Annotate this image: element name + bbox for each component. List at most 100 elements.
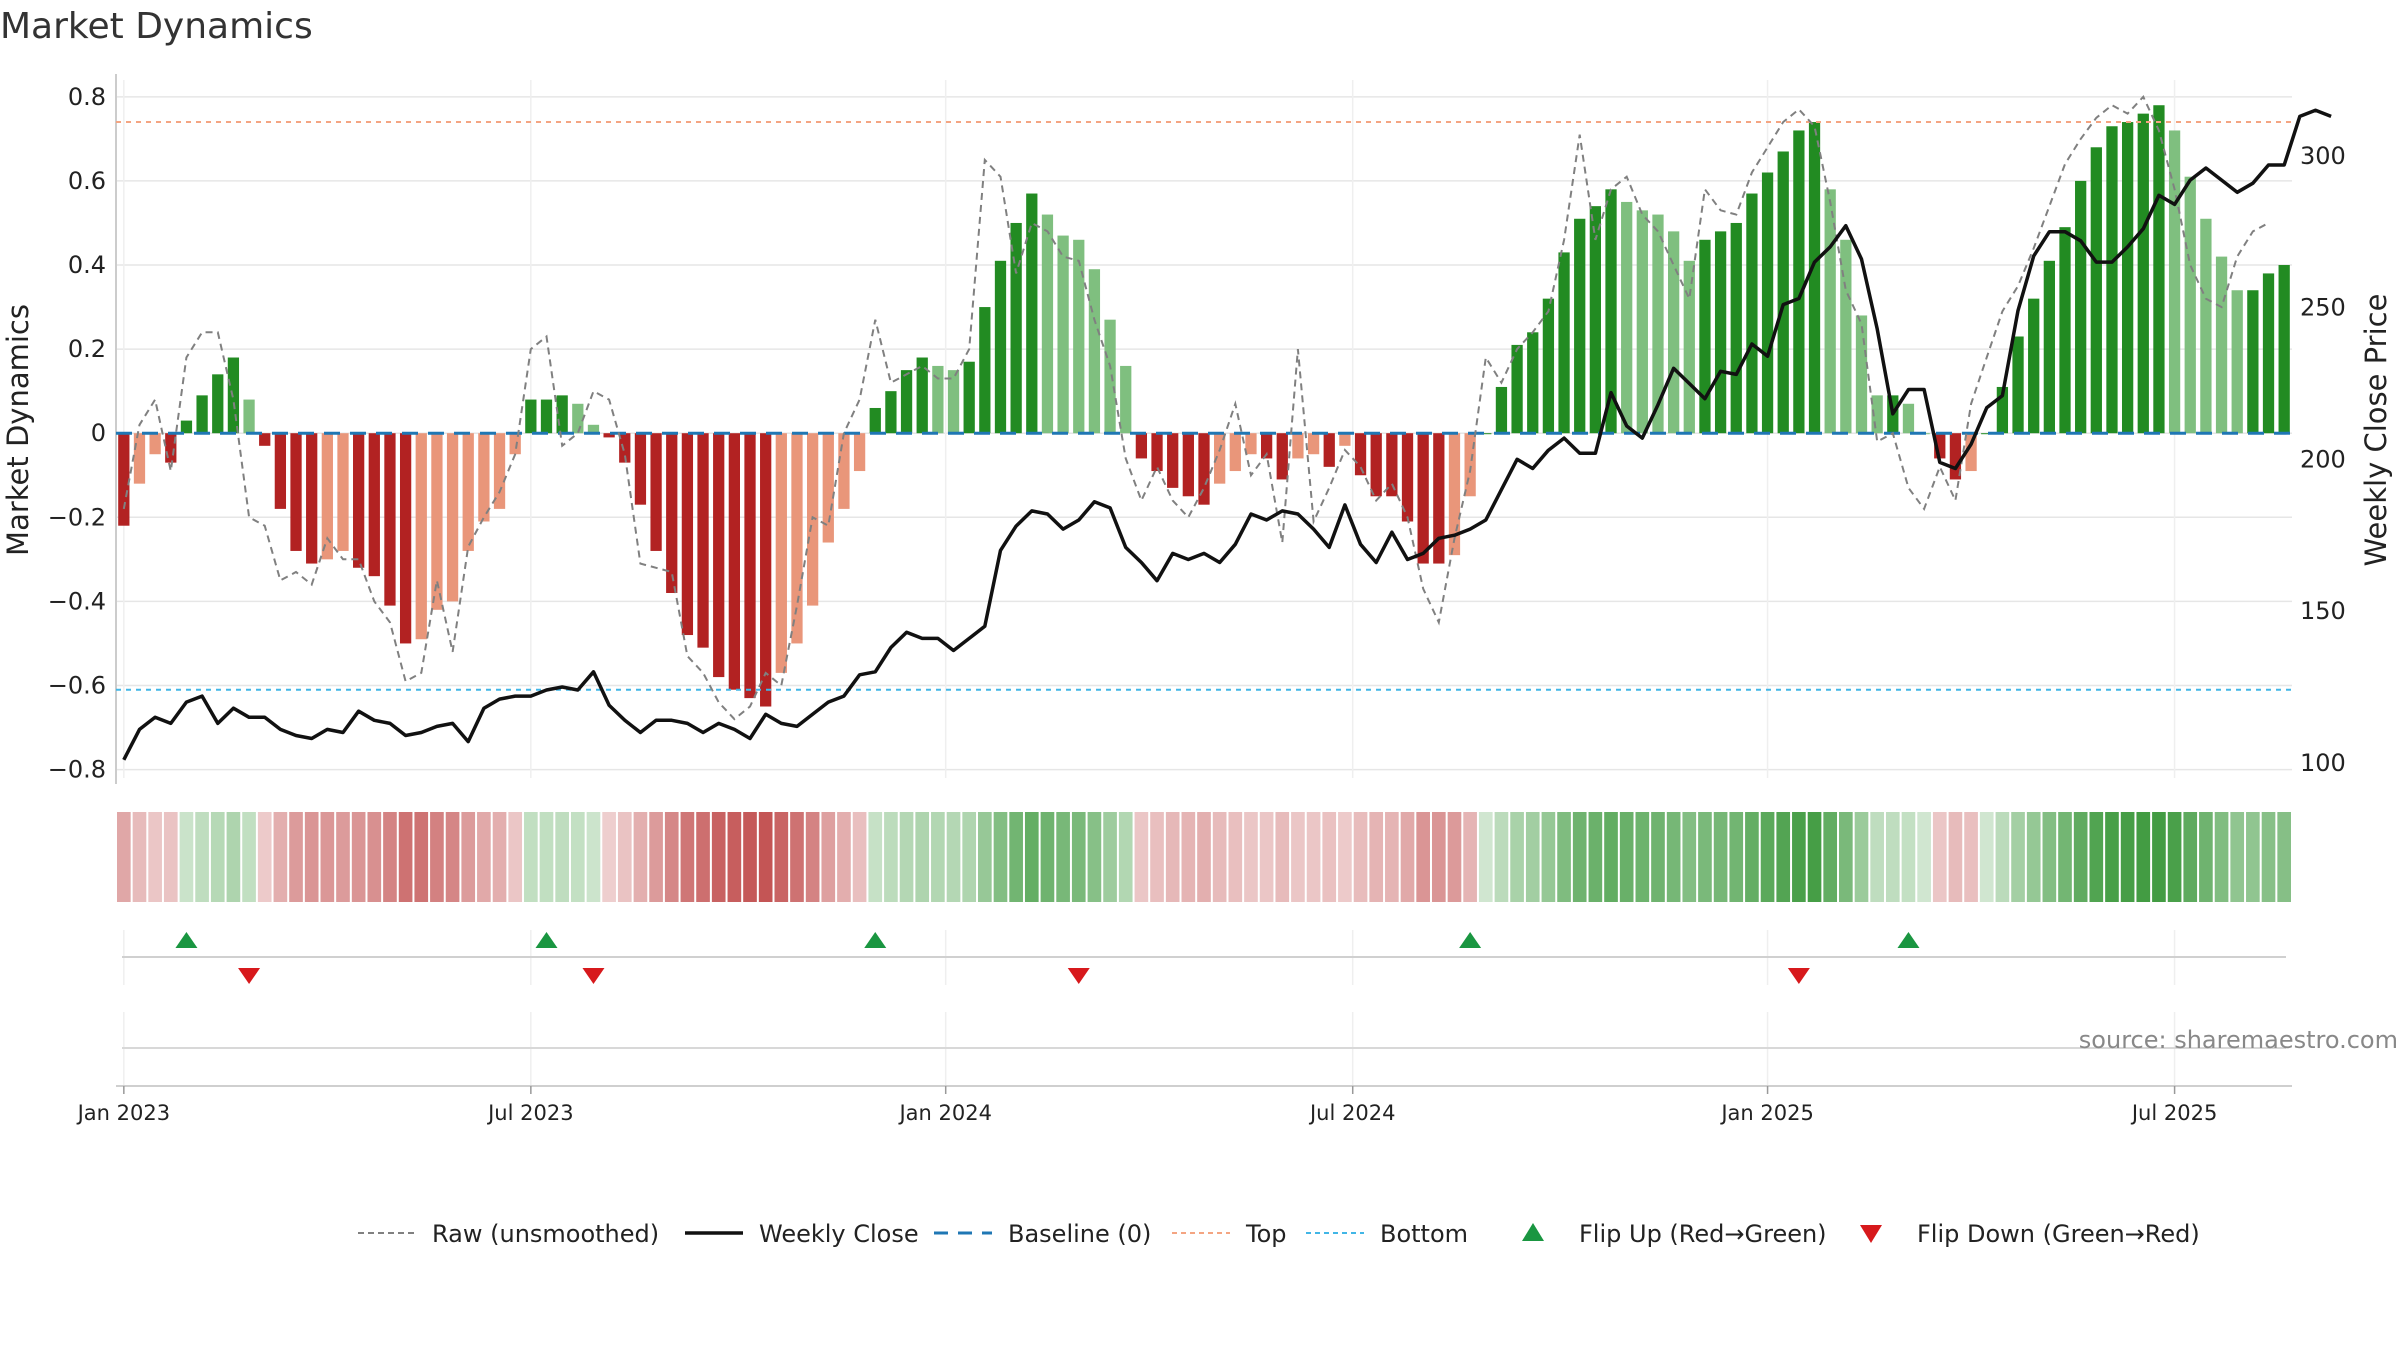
legend-label: Raw (unsmoothed) [432,1220,659,1248]
heat-cell [1431,812,1446,902]
dynamics-bar [2200,218,2212,434]
y-tick-label: −0.8 [48,756,106,784]
dynamics-bar [384,433,396,606]
heat-cell [1995,812,2010,902]
heat-cell [1525,812,1540,902]
dynamics-bar [1057,235,1069,434]
dynamics-bar [1245,433,1257,455]
heat-cell [1197,812,1211,902]
dynamics-bar [306,433,318,564]
y-tick-label: −0.4 [48,587,106,615]
heat-cell [336,812,350,902]
chart-title: Market Dynamics [0,6,313,47]
y2-tick-label: 200 [2300,445,2346,473]
heat-cell [1009,812,1023,902]
heat-cell [445,812,460,902]
heat-cell [304,812,319,902]
y-axis-label: Market Dynamics [1,304,35,556]
heat-cell [1666,812,1681,902]
heat-cell [1369,812,1384,902]
flip-up-marker [864,932,887,948]
heat-cell [179,812,194,902]
y2-tick-label: 150 [2300,597,2346,625]
heat-cell [539,812,554,902]
x-tick-label: Jul 2024 [1308,1101,1395,1125]
dynamics-bar [1777,151,1789,434]
dynamics-bar [1542,298,1555,434]
dynamics-bar [1386,433,1398,497]
dynamics-bar [1433,433,1445,564]
dynamics-bar [587,424,600,434]
flip-markers-panel [122,930,2286,985]
heat-cell [899,812,914,902]
heat-cell [649,812,663,902]
heat-cell [398,812,413,902]
dynamics-bar [1699,239,1711,434]
heat-cell [1056,812,1070,902]
dynamics-bar [869,407,881,434]
y-tick-label: 0.6 [68,167,106,195]
heat-cell [602,812,616,902]
dynamics-bar [431,433,443,610]
heat-cell [1619,812,1634,902]
x-tick-label: Jul 2025 [2130,1101,2217,1125]
heat-cell [790,812,804,902]
heat-cell [2261,812,2276,902]
dynamics-bar [1323,433,1335,467]
dynamics-bar [1464,433,1476,497]
regime-heat-strip [117,812,2291,902]
dynamics-bar [415,433,427,640]
reference-lines [116,121,2292,691]
heat-cell [1040,812,1055,902]
dynamics-bar [1088,269,1101,434]
heat-cell [570,812,585,902]
dynamics-bar [666,433,678,593]
heat-cell [1103,812,1117,902]
x-tick-label: Jan 2023 [76,1101,171,1125]
dynamics-bar [932,365,944,434]
dynamics-bar [744,433,756,699]
heat-cell [805,812,820,902]
dynamics-bar [994,260,1007,434]
heat-cell [727,812,742,902]
heat-cell [1870,812,1884,902]
x-tick-labels: Jan 2023 Jul 2023 Jan 2024 Jul 2024 Jan 2025… [76,1086,2217,1125]
dynamics-bar [1621,201,1633,434]
heat-cell [2167,812,2182,902]
dynamics-bar [853,433,866,472]
heat-cell [680,812,695,902]
dynamics-bar [2278,265,2290,434]
dynamics-bar [1339,433,1351,446]
heat-cell [1932,812,1947,902]
heat-cell [1682,812,1697,902]
heat-cell [1604,812,1618,902]
heat-cell [1572,812,1587,902]
dynamics-bar [2215,256,2228,434]
heat-cell [210,812,225,902]
raw-line-group [122,95,2269,721]
heat-cell [383,812,397,902]
y2-tick-label: 250 [2300,294,2346,322]
legend-item: Flip Down (Green→Red) [1860,1220,2200,1248]
dynamics-bar [1511,344,1523,434]
dynamics-bar [1683,260,1695,434]
flip-down-marker [1787,968,1810,984]
heat-cell [1322,812,1337,902]
heat-cell [461,812,476,902]
heat-cell [1306,812,1321,902]
heat-cell [351,812,366,902]
y2-tick-label: 300 [2300,142,2346,170]
dynamics-bar [822,433,834,543]
heat-cell [1087,812,1102,902]
heat-cell [1181,812,1196,902]
dynamics-bar [2262,273,2275,434]
heat-cell [1118,812,1133,902]
heat-cell [2152,812,2166,902]
heat-cell [1651,812,1665,902]
heat-cell [2073,812,2088,902]
x-tick-label: Jan 2025 [1719,1101,1814,1125]
heat-cell [696,812,710,902]
dynamics-bar [1292,433,1304,459]
heat-cell [148,812,162,902]
